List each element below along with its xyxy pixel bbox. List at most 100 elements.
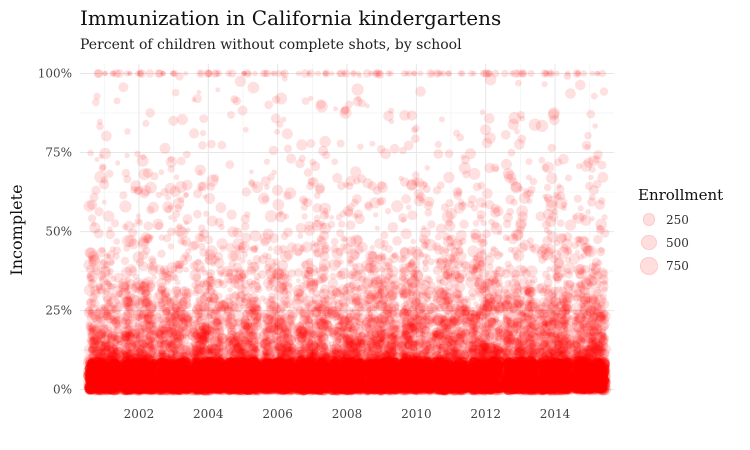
data-point	[101, 342, 111, 351]
data-point	[203, 210, 210, 217]
data-point	[99, 258, 108, 267]
data-point	[196, 89, 202, 95]
data-point	[93, 307, 106, 320]
data-point	[117, 340, 123, 347]
data-point	[103, 344, 116, 357]
data-points	[82, 69, 612, 396]
data-point	[112, 334, 122, 345]
data-point	[106, 341, 115, 350]
data-point	[124, 332, 130, 338]
data-point	[120, 317, 128, 325]
data-point	[145, 321, 154, 330]
data-point	[209, 371, 217, 380]
data-point	[179, 304, 187, 312]
data-point	[107, 330, 119, 342]
data-point	[242, 126, 249, 133]
data-point	[94, 207, 104, 217]
data-point	[189, 269, 202, 282]
data-point	[109, 293, 117, 301]
data-point	[93, 69, 103, 78]
data-point	[105, 280, 112, 287]
chart-title: Immunization in California kindergartens	[80, 6, 502, 30]
data-point	[93, 322, 104, 334]
data-point	[143, 221, 153, 231]
data-point	[115, 353, 121, 360]
data-point	[205, 288, 211, 294]
data-point	[211, 327, 217, 332]
data-point	[93, 337, 102, 346]
data-point	[196, 69, 205, 78]
data-point	[142, 167, 153, 178]
data-point	[240, 214, 250, 224]
data-point	[96, 320, 104, 328]
data-point	[113, 302, 124, 312]
data-point	[247, 81, 260, 94]
data-point	[110, 308, 116, 314]
data-point	[126, 71, 132, 76]
data-point	[100, 130, 112, 142]
data-point	[138, 368, 149, 380]
data-point	[106, 257, 115, 267]
data-point	[158, 325, 169, 335]
data-point	[92, 350, 98, 356]
data-point	[89, 326, 102, 339]
data-point	[157, 317, 165, 324]
data-point	[103, 309, 112, 318]
data-point	[97, 287, 104, 294]
data-point	[92, 331, 106, 344]
data-point	[89, 222, 101, 234]
data-point	[99, 179, 110, 190]
data-point	[96, 316, 104, 324]
data-point	[237, 105, 248, 116]
data-point	[93, 228, 104, 239]
data-point	[196, 343, 205, 352]
data-point	[109, 70, 117, 77]
data-point	[94, 347, 105, 359]
data-point	[112, 338, 120, 346]
data-point	[203, 303, 211, 311]
data-point	[110, 333, 119, 342]
data-point	[253, 247, 259, 253]
data-point	[87, 309, 94, 315]
data-point	[100, 331, 107, 339]
data-point	[110, 276, 117, 283]
data-point	[171, 88, 180, 97]
data-point	[99, 332, 111, 345]
data-point	[105, 253, 112, 259]
data-point	[89, 342, 99, 352]
data-point	[147, 201, 159, 214]
data-point	[93, 92, 101, 100]
data-point	[102, 310, 112, 321]
data-point	[93, 308, 103, 318]
data-point	[240, 286, 250, 296]
data-point	[97, 333, 103, 340]
data-point	[119, 200, 132, 213]
data-point	[106, 346, 116, 356]
data-point	[182, 214, 193, 225]
data-point	[93, 325, 100, 332]
data-point	[112, 252, 120, 260]
data-point	[107, 283, 114, 290]
data-point	[170, 359, 180, 369]
data-point	[192, 325, 200, 333]
data-point	[94, 315, 102, 322]
data-point	[83, 259, 94, 271]
data-point	[211, 174, 220, 183]
data-point	[125, 380, 138, 393]
data-point	[106, 334, 117, 344]
data-point	[100, 316, 107, 322]
data-point	[115, 290, 124, 299]
data-point	[158, 169, 165, 176]
data-point	[138, 310, 149, 321]
data-point	[135, 213, 141, 219]
data-point	[85, 322, 95, 332]
data-point	[91, 185, 101, 195]
data-point	[173, 224, 186, 237]
data-point	[97, 342, 106, 351]
data-point	[160, 339, 171, 350]
data-point	[89, 311, 101, 322]
data-point	[182, 150, 191, 159]
data-point	[92, 347, 105, 359]
data-point	[87, 338, 93, 344]
data-point	[104, 312, 116, 324]
